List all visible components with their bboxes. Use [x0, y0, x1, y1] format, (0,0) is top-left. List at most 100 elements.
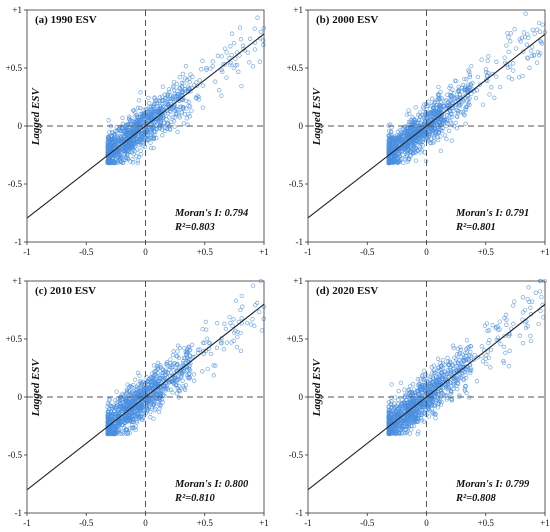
scatter-point [433, 415, 438, 421]
scatter-point [219, 67, 224, 72]
scatter-point [210, 64, 215, 69]
scatter-point [160, 98, 165, 104]
scatter-point [185, 77, 190, 82]
scatter-point [456, 89, 461, 95]
y-tick-label: -0.5 [289, 450, 304, 460]
scatter-point [490, 323, 495, 328]
scatter-point [261, 42, 266, 47]
scatter-point [420, 143, 425, 148]
scatter-point [255, 15, 260, 20]
scatter-point [171, 119, 177, 124]
scatter-point [132, 141, 137, 147]
scatter-point [504, 43, 509, 48]
scatter-point [448, 120, 454, 125]
scatter-point [521, 310, 526, 315]
scatter-point [181, 106, 186, 112]
scatter-point [467, 96, 472, 101]
y-tick-label: 0 [18, 121, 23, 131]
x-tick-label: 0 [143, 518, 148, 528]
scatter-point [403, 155, 408, 160]
scatter-point [250, 64, 256, 69]
scatter-point [114, 389, 119, 394]
y-tick-label: +1 [12, 276, 22, 286]
scatter-point [394, 146, 399, 152]
scatter-point [486, 355, 492, 360]
scatter-point [511, 68, 516, 73]
scatter-point [105, 148, 110, 153]
scatter-point [157, 106, 162, 111]
scatter-point [445, 355, 450, 361]
scatter-point [455, 109, 461, 114]
scatter-point [433, 129, 439, 134]
scatter-point [157, 409, 162, 415]
scatter-point [154, 136, 159, 141]
scatter-point [438, 123, 443, 128]
x-tick-label: -0.5 [79, 247, 94, 257]
scatter-point [252, 26, 257, 31]
scatter-point [505, 30, 510, 36]
scatter-point [516, 75, 522, 80]
scatter-point [180, 104, 186, 110]
scatter-point [126, 130, 131, 135]
scatter-point [132, 114, 137, 119]
scatter-point [417, 135, 422, 140]
y-tick-label: -1 [296, 508, 304, 518]
scatter-point [152, 132, 157, 138]
scatter-point [134, 154, 139, 159]
scatter-point [445, 121, 450, 127]
scatter-point [224, 340, 230, 345]
scatter-point [252, 47, 258, 52]
scatter-point [536, 20, 542, 26]
scatter-point [174, 111, 180, 117]
x-tick-label: -0.5 [360, 247, 375, 257]
scatter-point [395, 129, 401, 134]
scatter-point [408, 145, 414, 150]
scatter-point [389, 382, 394, 387]
scatter-point [539, 39, 544, 45]
scatter-point [123, 149, 128, 154]
scatter-point [460, 100, 465, 105]
scatter-point [394, 138, 400, 143]
scatter-point [177, 86, 182, 91]
scatter-point [494, 59, 499, 64]
scatter-point [538, 50, 543, 56]
scatter-point [472, 352, 477, 358]
scatter-point [436, 137, 441, 143]
scatter-point [200, 369, 205, 374]
scatter-point [456, 88, 461, 93]
scatter-point [124, 155, 129, 161]
scatter-point [398, 380, 404, 386]
scatter-point [448, 99, 453, 104]
scatter-point [467, 74, 472, 79]
x-tick-label: 0 [424, 247, 429, 257]
x-tick-label: -1 [304, 247, 312, 257]
scatter-point [525, 32, 530, 37]
scatter-point [168, 109, 173, 114]
scatter-point [180, 97, 185, 102]
scatter-point [182, 76, 188, 81]
scatter-point [410, 122, 415, 128]
scatter-point [255, 300, 260, 306]
scatter-point [231, 317, 236, 322]
scatter-point [398, 132, 403, 138]
scatter-point [135, 160, 141, 166]
scatter-point [484, 73, 490, 79]
scatter-point [170, 114, 176, 120]
scatter-point [146, 95, 151, 101]
scatter-point [165, 96, 170, 102]
scatter-point [162, 92, 167, 97]
scatter-point [261, 38, 266, 43]
scatter-point [402, 156, 408, 162]
scatter-point [482, 323, 488, 328]
scatter-point [115, 135, 121, 141]
scatter-point [415, 431, 420, 437]
scatter-point [151, 145, 156, 151]
scatter-point [402, 125, 407, 130]
y-axis-label: Lagged ESV [30, 86, 42, 146]
scatter-point [121, 149, 127, 154]
scatter-point [475, 74, 481, 80]
scatter-point [387, 149, 393, 154]
scatter-point [199, 67, 204, 72]
scatter-point [512, 299, 517, 304]
x-tick-label: +1 [540, 518, 550, 528]
